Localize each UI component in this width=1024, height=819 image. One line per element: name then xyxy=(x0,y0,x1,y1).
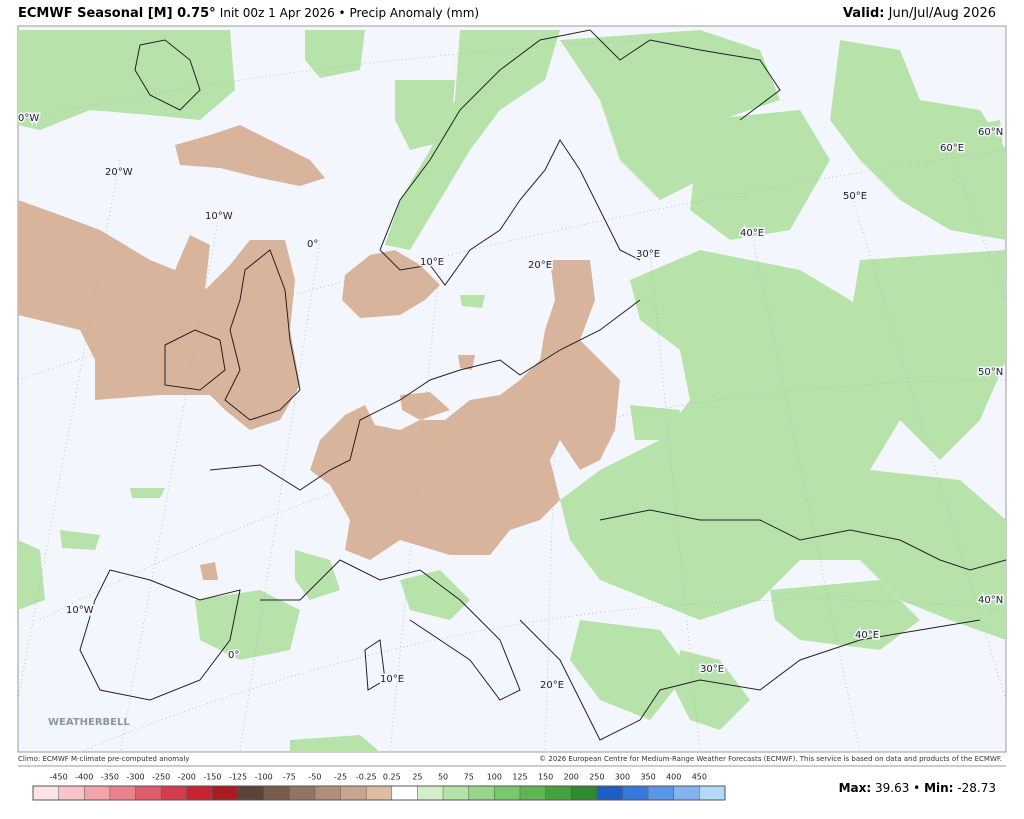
colorbar-swatch xyxy=(33,786,59,800)
colorbar-swatch xyxy=(263,786,290,800)
colorbar-label: -125 xyxy=(229,773,247,782)
max-label: Max: xyxy=(839,781,872,795)
stats: Max: 39.63 • Min: -28.73 xyxy=(839,781,996,795)
map-label: 0°W xyxy=(18,113,39,124)
colorbar-label: -450 xyxy=(50,773,68,782)
colorbar-swatch xyxy=(699,786,725,800)
colorbar-label: -0.25 xyxy=(356,773,377,782)
colorbar-label: 125 xyxy=(512,773,527,782)
colorbar-label: -400 xyxy=(75,773,93,782)
colorbar-swatch xyxy=(494,786,520,800)
colorbar-swatch xyxy=(161,786,187,800)
map-label: 20°E xyxy=(528,260,552,271)
coastlines xyxy=(79,29,1006,741)
colorbar-swatch xyxy=(135,786,162,800)
map-label: 50°N xyxy=(978,367,1003,378)
colorbar-label: -75 xyxy=(283,773,296,782)
logo: WEATHERBELL xyxy=(48,717,130,728)
colorbar-label: 25 xyxy=(412,773,422,782)
colorbar-label: -25 xyxy=(334,773,347,782)
colorbar-swatch xyxy=(58,786,85,800)
colorbar-swatch xyxy=(673,786,700,800)
title-bold: ECMWF Seasonal [M] 0.75° xyxy=(18,6,216,21)
wet-anomaly xyxy=(18,30,1006,752)
map-label: 10°W xyxy=(205,211,233,222)
colorbar-swatch xyxy=(289,786,315,800)
colorbar-swatch xyxy=(468,786,495,800)
colorbar-swatch xyxy=(545,786,572,800)
colorbar-swatch xyxy=(622,786,649,800)
valid-label: Valid: xyxy=(843,6,885,21)
colorbar-swatch xyxy=(340,786,367,800)
colorbar-label: -150 xyxy=(203,773,221,782)
map-labels: 0°W 20°W 10°W 0° 10°E 20°E 30°E 40°E 50°E 60°E 60°… xyxy=(18,112,1005,693)
map-label: 0° xyxy=(228,650,239,661)
min-value: -28.73 xyxy=(957,781,996,795)
colorbar: -450 -400 -350 -300 -250 -200 -150 -125 -100 -75 -… xyxy=(32,773,726,801)
max-value: 39.63 xyxy=(875,781,909,795)
map-label: 30°E xyxy=(700,664,724,675)
colorbar-swatch xyxy=(519,786,546,800)
min-label: Min: xyxy=(924,781,953,795)
colorbar-swatch xyxy=(238,786,264,800)
colorbar-swatch xyxy=(314,786,341,800)
colorbar-label: 50 xyxy=(438,773,448,782)
map-label: 10°E xyxy=(420,257,444,268)
colorbar-frame xyxy=(32,785,726,801)
colorbar-swatch xyxy=(417,786,444,800)
colorbar-swatch xyxy=(648,786,674,800)
map-label: 60°E xyxy=(940,143,964,154)
colorbar-swatch xyxy=(443,786,469,800)
title-rest: Init 00z 1 Apr 2026 • Precip Anomaly (mm… xyxy=(220,6,479,20)
map-label: 40°E xyxy=(855,630,879,641)
colorbar-label: -250 xyxy=(152,773,170,782)
stats-separator: • xyxy=(913,781,920,795)
map-label: 0° xyxy=(307,239,318,250)
colorbar-swatch xyxy=(84,786,110,800)
map-label: 30°E xyxy=(636,249,660,260)
map-label: 20°E xyxy=(540,680,564,691)
colorbar-label: -350 xyxy=(101,773,119,782)
colorbar-label: 200 xyxy=(564,773,579,782)
colorbar-label: -50 xyxy=(308,773,321,782)
colorbar-label: 350 xyxy=(640,773,655,782)
climo-note: Climo: ECMWF M-climate pre-computed anom… xyxy=(18,755,189,763)
valid: Valid: Jun/Jul/Aug 2026 xyxy=(843,6,996,21)
colorbar-swatch xyxy=(571,786,597,800)
colorbar-swatch xyxy=(109,786,136,800)
map-label: 50°E xyxy=(843,191,867,202)
copyright: © 2026 European Centre for Medium-Range … xyxy=(539,755,1002,763)
colorbar-swatch xyxy=(596,786,623,800)
map-label: 10°W xyxy=(66,605,94,616)
colorbar-label: 100 xyxy=(487,773,502,782)
title: ECMWF Seasonal [M] 0.75° Init 00z 1 Apr … xyxy=(18,6,479,21)
graticule xyxy=(18,39,1006,752)
colorbar-label: 75 xyxy=(464,773,474,782)
map-label: 20°W xyxy=(105,167,133,178)
colorbar-label: 150 xyxy=(538,773,553,782)
map-label: 10°E xyxy=(380,674,404,685)
colorbar-swatch xyxy=(391,786,418,800)
colorbar-swatch xyxy=(212,786,239,800)
colorbar-label: 400 xyxy=(666,773,681,782)
map-label: 40°N xyxy=(978,595,1003,606)
colorbar-swatch xyxy=(366,786,392,800)
valid-value: Jun/Jul/Aug 2026 xyxy=(888,6,996,21)
colorbar-label: -200 xyxy=(178,773,196,782)
colorbar-label: -300 xyxy=(126,773,144,782)
colorbar-label: 300 xyxy=(615,773,630,782)
colorbar-label: 0.25 xyxy=(383,773,401,782)
map-label: 60°N xyxy=(978,127,1003,138)
map-label: 40°E xyxy=(740,228,764,239)
colorbar-swatch xyxy=(186,786,213,800)
colorbar-label: 250 xyxy=(589,773,604,782)
colorbar-label: -100 xyxy=(255,773,273,782)
map: 0°W 20°W 10°W 0° 10°E 20°E 30°E 40°E 50°E 60°E 60°… xyxy=(17,25,1007,753)
colorbar-label: 450 xyxy=(692,773,707,782)
